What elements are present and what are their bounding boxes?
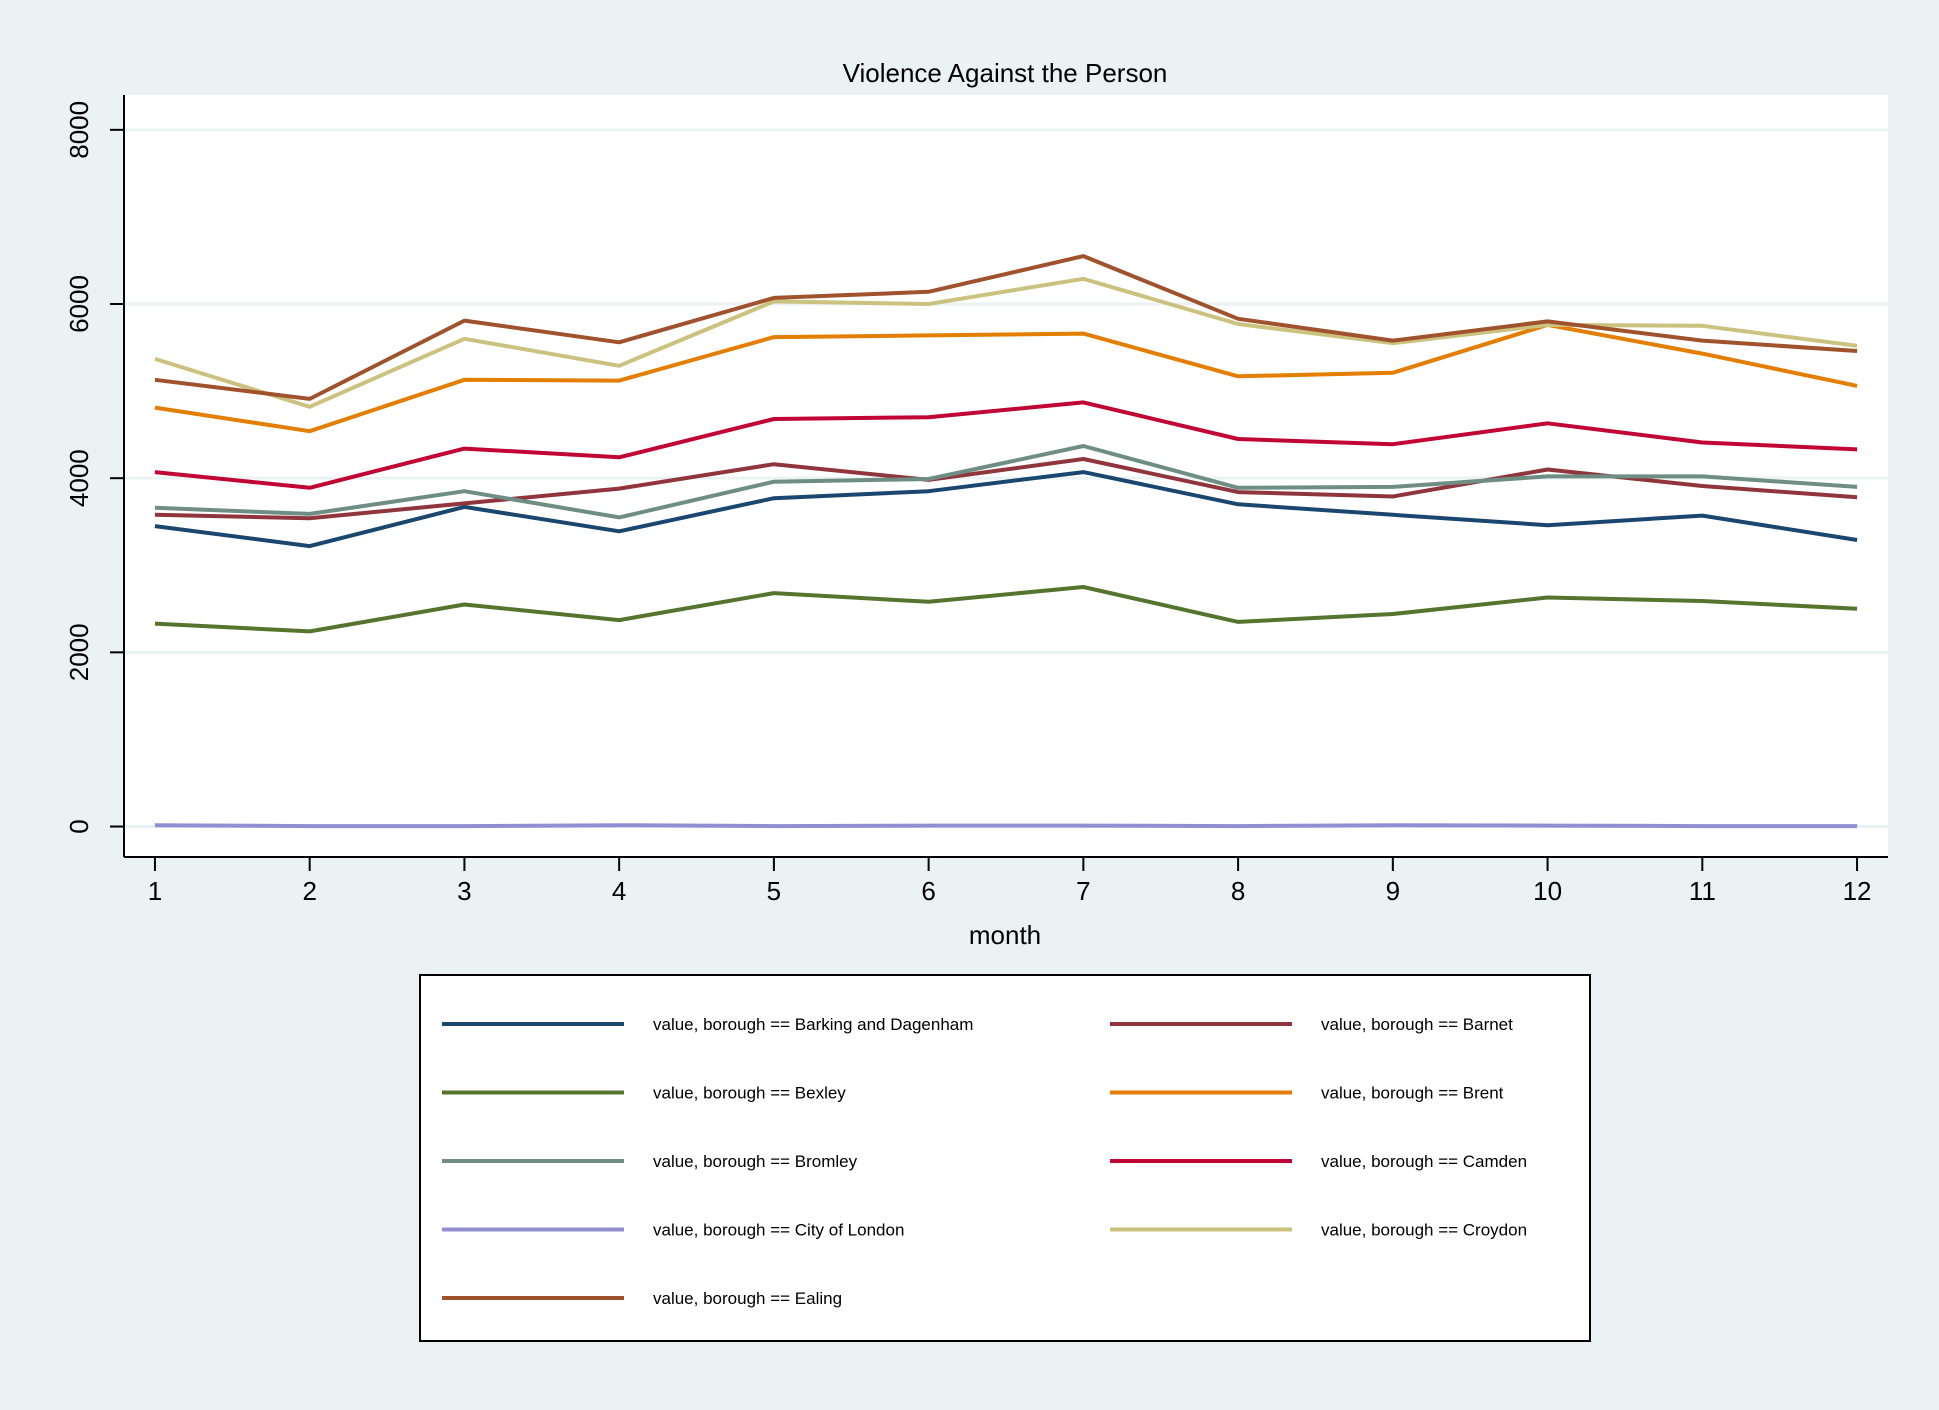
y-tick-label: 6000 (64, 275, 94, 333)
x-tick-label: 2 (302, 876, 316, 906)
legend-label: value, borough == Barnet (1321, 1015, 1513, 1034)
series-line-bexley (154, 585, 1858, 634)
legend-label: value, borough == Ealing (653, 1289, 842, 1308)
x-axis-label: month (969, 920, 1041, 950)
x-tick-label: 12 (1843, 876, 1872, 906)
legend-box (419, 974, 1591, 1342)
series-line-ealing (154, 254, 1858, 401)
series-line-camden (154, 400, 1858, 490)
series-line-barnet (154, 457, 1858, 521)
series-line-barking-and-dagenham (154, 470, 1858, 549)
series-lines (154, 254, 1858, 829)
series-line-bromley (154, 444, 1858, 520)
x-tick-label: 3 (457, 876, 471, 906)
x-tick-label: 6 (921, 876, 935, 906)
legend: value, borough == Barking and Dagenham va… (442, 1015, 1527, 1308)
series-line-city-of-london (154, 823, 1858, 829)
y-tick-label: 4000 (64, 449, 94, 507)
legend-label: value, borough == Camden (1321, 1152, 1527, 1171)
y-tick-label: 0 (64, 819, 94, 833)
legend-label: value, borough == City of London (653, 1221, 904, 1240)
legend-label: value, borough == Croydon (1321, 1221, 1527, 1240)
y-tick-label: 2000 (64, 623, 94, 681)
chart-title: Violence Against the Person (843, 58, 1168, 88)
x-tick-label: 11 (1689, 876, 1716, 906)
x-tick-label: 5 (767, 876, 781, 906)
x-tick-label: 10 (1533, 876, 1562, 906)
x-tick-label: 1 (148, 876, 162, 906)
x-tick-label: 9 (1386, 876, 1400, 906)
y-axis-ticks: 0 2000 4000 6000 8000 (64, 101, 124, 834)
legend-label: value, borough == Bromley (653, 1152, 858, 1171)
y-tick-label: 8000 (64, 101, 94, 159)
legend-label: value, borough == Barking and Dagenham (653, 1015, 973, 1034)
x-axis-ticks: 1 2 3 4 5 6 7 8 9 10 11 12 (148, 857, 1872, 906)
x-tick-label: 4 (612, 876, 626, 906)
legend-label: value, borough == Bexley (653, 1084, 846, 1103)
series-line-brent (154, 322, 1858, 434)
legend-label: value, borough == Brent (1321, 1084, 1504, 1103)
x-tick-label: 7 (1076, 876, 1090, 906)
x-tick-label: 8 (1231, 876, 1245, 906)
